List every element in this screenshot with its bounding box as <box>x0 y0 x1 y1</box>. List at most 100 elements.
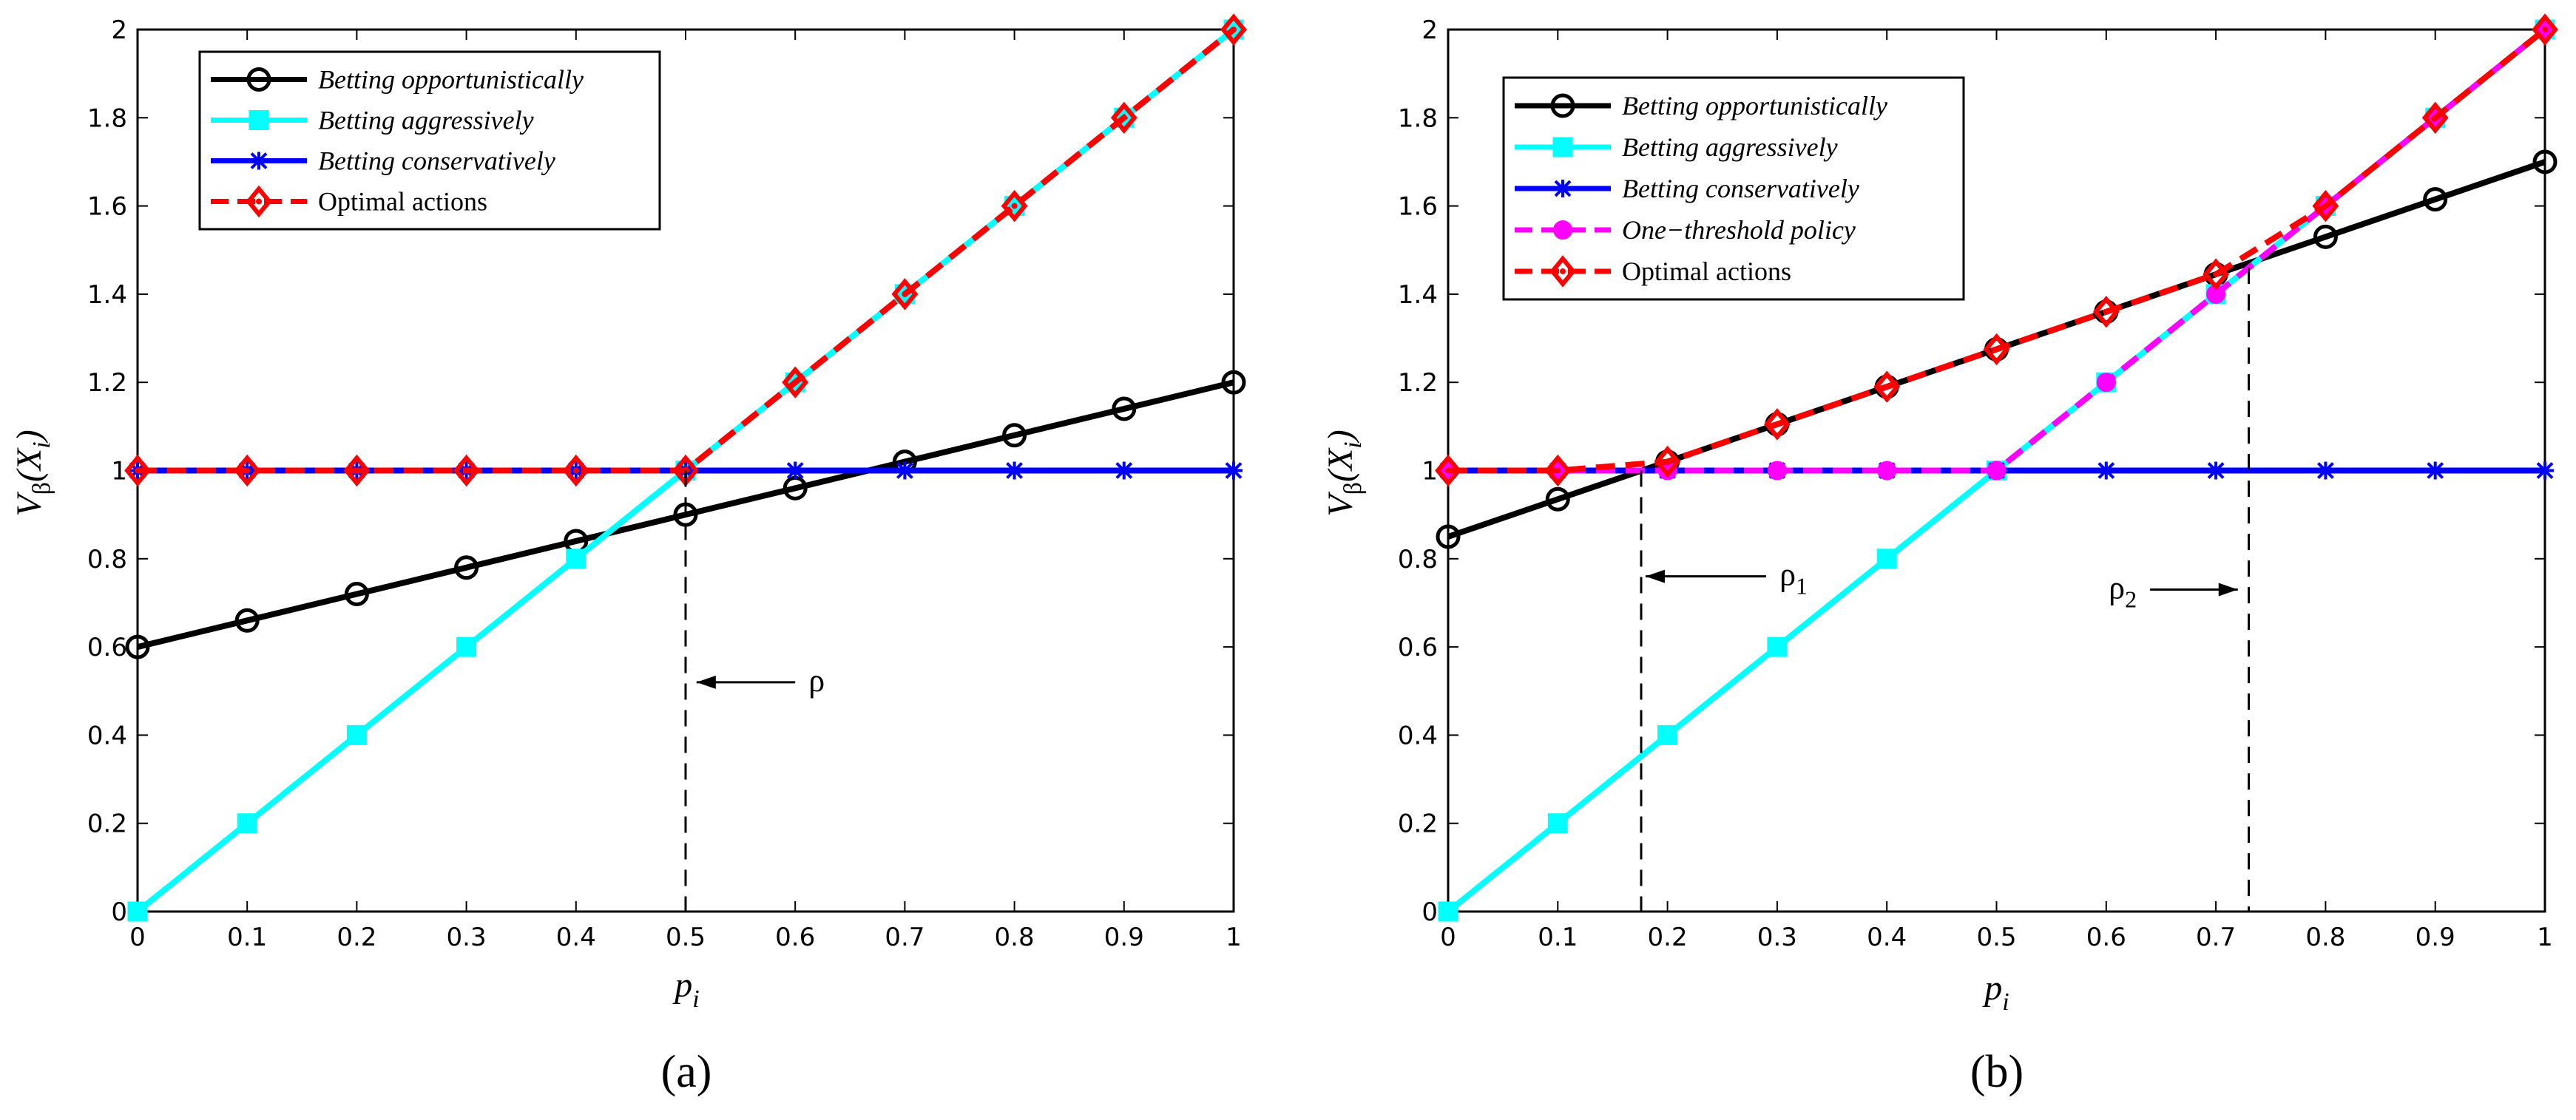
data-point <box>2426 461 2444 480</box>
y-tick-label: 0 <box>111 897 127 927</box>
data-point-center <box>2542 27 2548 33</box>
data-point <box>1547 813 1568 834</box>
x-tick-label: 0.8 <box>995 923 1035 952</box>
legend-marker <box>246 185 272 218</box>
data-point-center <box>2213 271 2220 278</box>
threshold-label: ρ2 <box>2109 570 2137 613</box>
data-point <box>1005 461 1024 480</box>
y-tick-label: 2 <box>111 16 127 45</box>
y-tick-label: 0.6 <box>87 633 127 662</box>
legend-label: Betting conservatively <box>318 146 555 176</box>
data-point <box>562 454 589 487</box>
legend-label: Betting aggressively <box>1622 132 1838 162</box>
data-point <box>1767 637 1788 657</box>
legend-marker <box>1552 137 1573 157</box>
threshold-annotation: ρ <box>684 470 825 912</box>
legend-item: Betting conservatively <box>211 146 555 176</box>
data-point <box>1873 370 1901 403</box>
y-tick-label: 2 <box>1421 16 1438 45</box>
legend-item: Betting opportunistically <box>1515 91 1887 121</box>
y-tick-label: 0.2 <box>87 810 127 839</box>
data-point <box>2092 296 2120 328</box>
y-tick-label: 0.4 <box>1398 721 1438 750</box>
chart-panel-a: 0 0.1 0.2 0.3 0.4 0.5 0.6 0.7 0.8 0.9 1 0 0.2 0.4 0.6 0… <box>10 13 1247 1097</box>
x-axis-label: pi <box>1982 968 2009 1016</box>
data-point <box>1544 454 1572 487</box>
data-point-center <box>2322 203 2329 209</box>
y-tick-label: 1 <box>1421 457 1438 486</box>
x-tick-label: 0.2 <box>337 923 376 952</box>
threshold-label: ρ1 <box>1779 557 1808 600</box>
data-point-center <box>354 467 360 474</box>
legend-label: Betting aggressively <box>318 106 534 135</box>
x-tick-label: 0.5 <box>1976 923 2016 952</box>
data-point-center <box>135 467 141 474</box>
data-point-center <box>902 291 908 297</box>
x-tick-label: 0.3 <box>447 923 487 952</box>
data-point <box>2312 189 2339 223</box>
data-point <box>343 454 371 487</box>
legend-item: Optimal actions <box>211 185 487 218</box>
data-point <box>1877 461 1897 481</box>
data-point <box>2096 373 2116 393</box>
legend-marker-center <box>256 198 262 205</box>
data-point <box>1876 549 1897 569</box>
data-point-center <box>1231 27 1237 33</box>
data-point <box>2532 13 2558 46</box>
panel-caption: (b) <box>1970 1047 2024 1097</box>
data-point <box>1654 445 1681 478</box>
x-tick-label: 0.4 <box>1867 923 1907 952</box>
data-point <box>782 366 809 398</box>
x-tick-label: 0.7 <box>885 923 924 952</box>
data-point <box>786 461 805 480</box>
x-tick-label: 0.5 <box>666 923 706 952</box>
data-point <box>2421 101 2449 135</box>
data-point <box>1002 423 1027 448</box>
legend-item: Betting aggressively <box>1515 132 1838 162</box>
legend-marker <box>246 67 271 92</box>
y-tick-label: 0.6 <box>1398 633 1438 662</box>
legend-label: Optimal actions <box>1622 257 1791 286</box>
chart-panel-b: 0 0.1 0.2 0.3 0.4 0.5 0.6 0.7 0.8 0.9 1 0 0.2 0.4 0.6 0… <box>1321 13 2558 1097</box>
legend-marker <box>249 110 269 130</box>
data-point-center <box>1884 384 1890 390</box>
data-point <box>453 454 480 487</box>
x-tick-label: 0.9 <box>1104 923 1144 952</box>
data-point <box>2097 461 2115 480</box>
data-point <box>346 724 367 745</box>
data-point <box>234 608 260 633</box>
data-point <box>1220 13 1247 46</box>
data-point <box>1987 461 2007 481</box>
panel-caption: (a) <box>661 1047 712 1097</box>
x-tick-label: 0.6 <box>2086 923 2126 952</box>
data-point <box>1225 461 1243 480</box>
y-tick-label: 1 <box>111 457 127 486</box>
legend-item: Optimal actions <box>1515 255 1791 288</box>
legend-marker <box>250 152 268 170</box>
data-point <box>1436 524 1461 549</box>
data-point <box>1767 461 1787 481</box>
x-tick-label: 0 <box>1440 923 1456 952</box>
x-tick-label: 0.9 <box>2416 923 2455 952</box>
y-tick-label: 1.4 <box>87 280 127 310</box>
series-line <box>137 379 1234 650</box>
data-point <box>1983 333 2010 366</box>
data-point <box>454 555 479 580</box>
data-point <box>2423 187 2448 212</box>
legend-item: One−threshold policy <box>1515 215 1856 245</box>
y-axis-label: Vβ(Xi) <box>10 430 55 516</box>
data-point <box>234 454 261 487</box>
legend-marker <box>1550 93 1575 118</box>
x-tick-label: 0.1 <box>227 923 267 952</box>
x-tick-label: 0.3 <box>1757 923 1797 952</box>
data-point-center <box>244 467 251 474</box>
data-point <box>2536 461 2554 480</box>
data-point-center <box>2103 308 2109 315</box>
x-tick-label: 0.7 <box>2196 923 2236 952</box>
legend-marker <box>1549 255 1576 288</box>
data-point <box>1221 370 1246 395</box>
y-tick-label: 0 <box>1421 897 1438 927</box>
data-point <box>891 278 919 310</box>
x-tick-label: 0.8 <box>2305 923 2345 952</box>
data-point-center <box>463 467 470 474</box>
